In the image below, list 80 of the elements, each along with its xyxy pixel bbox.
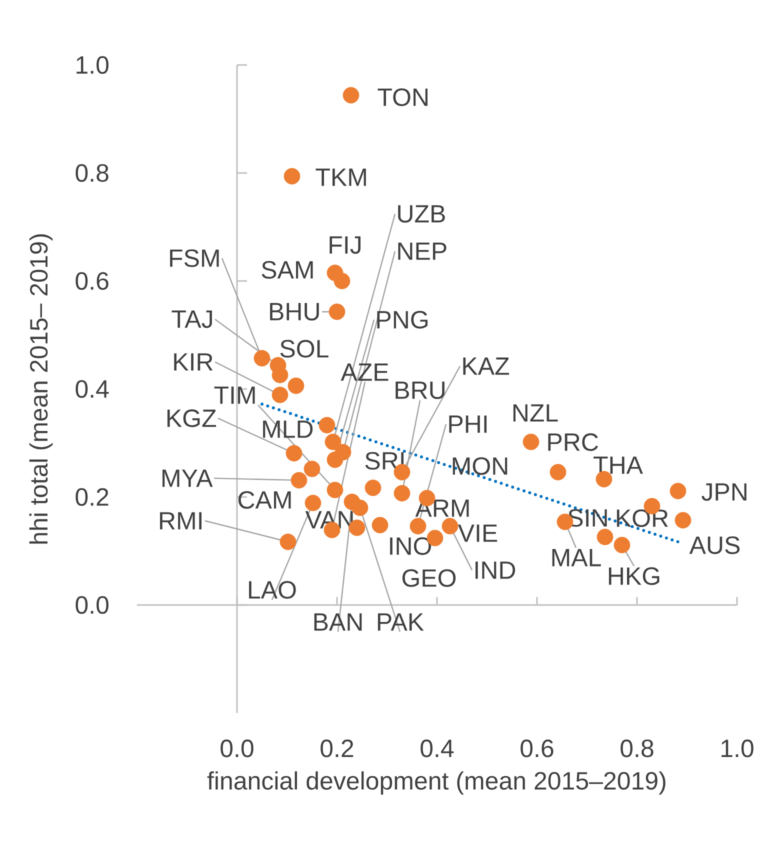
- annotation: HKG: [608, 567, 660, 585]
- annotation: FSM: [170, 249, 219, 268]
- point: [254, 350, 270, 366]
- x-tick-label: 0.2: [320, 740, 354, 758]
- y-tick-label: 0.0: [76, 596, 108, 614]
- annotation: MYA: [162, 470, 213, 487]
- point: [318, 416, 336, 434]
- annotation: FIJ: [330, 236, 361, 254]
- annotation: BRU: [396, 382, 444, 400]
- annotation: BAN: [314, 613, 362, 631]
- annotation: UZB: [398, 205, 445, 223]
- y-tick-label: 0.2: [76, 488, 108, 506]
- annotation: PRC: [548, 433, 598, 451]
- annotation: KAZ: [463, 358, 510, 375]
- x-axis-title: financial development (mean 2015–2019): [207, 771, 666, 795]
- point: [442, 518, 458, 534]
- point: [364, 480, 382, 496]
- annotation: VIE: [458, 524, 498, 542]
- annotation: MLD: [263, 420, 313, 438]
- point: [394, 485, 410, 502]
- annotation: TKM: [316, 168, 366, 186]
- annotation: BHU: [270, 303, 319, 320]
- annotation: PHI: [449, 416, 487, 433]
- point: [304, 494, 322, 512]
- annotation: KGZ: [167, 409, 216, 428]
- point: [522, 434, 540, 450]
- annotation: CAM: [238, 491, 291, 509]
- y-tick-label: 1.0: [76, 56, 108, 74]
- annotation: SAM: [262, 261, 313, 279]
- annotation: MON: [452, 457, 508, 475]
- y-tick-label: 0.8: [76, 164, 108, 182]
- point: [328, 304, 346, 320]
- y-tick-label: 0.6: [76, 272, 108, 290]
- point: [272, 366, 288, 384]
- annotation: SOL: [280, 340, 328, 358]
- annotation: GEO: [402, 569, 456, 587]
- annotation: NZL: [513, 404, 558, 422]
- x-tick-label: 0.4: [420, 740, 454, 758]
- x-tick-label: 1.0: [722, 740, 754, 758]
- point: [670, 482, 686, 500]
- annotation: MAL: [552, 549, 601, 566]
- point: [352, 500, 368, 516]
- point: [324, 434, 342, 450]
- annotation: IND: [476, 562, 516, 579]
- annotation: THA: [594, 456, 643, 474]
- point: [372, 516, 388, 534]
- point: [304, 460, 320, 478]
- x-tick-label: 0.6: [520, 740, 554, 758]
- point: [614, 536, 630, 554]
- point: [596, 528, 614, 546]
- annotation: AZE: [340, 364, 388, 381]
- point: [550, 464, 566, 480]
- point: [334, 272, 350, 290]
- annotation: PAK: [378, 613, 424, 631]
- point: [326, 482, 344, 498]
- y-axis-title: hhi total (mean 2015– 2019): [29, 234, 53, 544]
- point: [290, 472, 308, 488]
- point: [272, 386, 288, 404]
- x-tick-label: 0.0: [220, 740, 254, 758]
- point: [326, 452, 344, 468]
- annotation: PNG: [377, 310, 428, 329]
- annotation: AUS: [689, 536, 740, 554]
- point: [410, 518, 426, 534]
- point: [674, 512, 692, 528]
- annotation: JPN: [702, 483, 746, 501]
- point: [342, 87, 360, 104]
- annotation: TAJ: [172, 310, 212, 328]
- y-tick-label: 0.4: [76, 380, 109, 398]
- point: [288, 378, 304, 394]
- annotation: KIR: [174, 353, 213, 371]
- annotation: NEP: [398, 242, 446, 260]
- x-tick-label: 0.8: [620, 740, 654, 758]
- annotation: RMI: [160, 512, 202, 530]
- annotation: LAO: [249, 581, 296, 599]
- point: [284, 168, 300, 184]
- point: [280, 534, 296, 550]
- point: [286, 445, 302, 462]
- annotation: TON: [378, 88, 428, 106]
- annotation: INO: [390, 537, 432, 555]
- annotation: TIM: [214, 386, 255, 404]
